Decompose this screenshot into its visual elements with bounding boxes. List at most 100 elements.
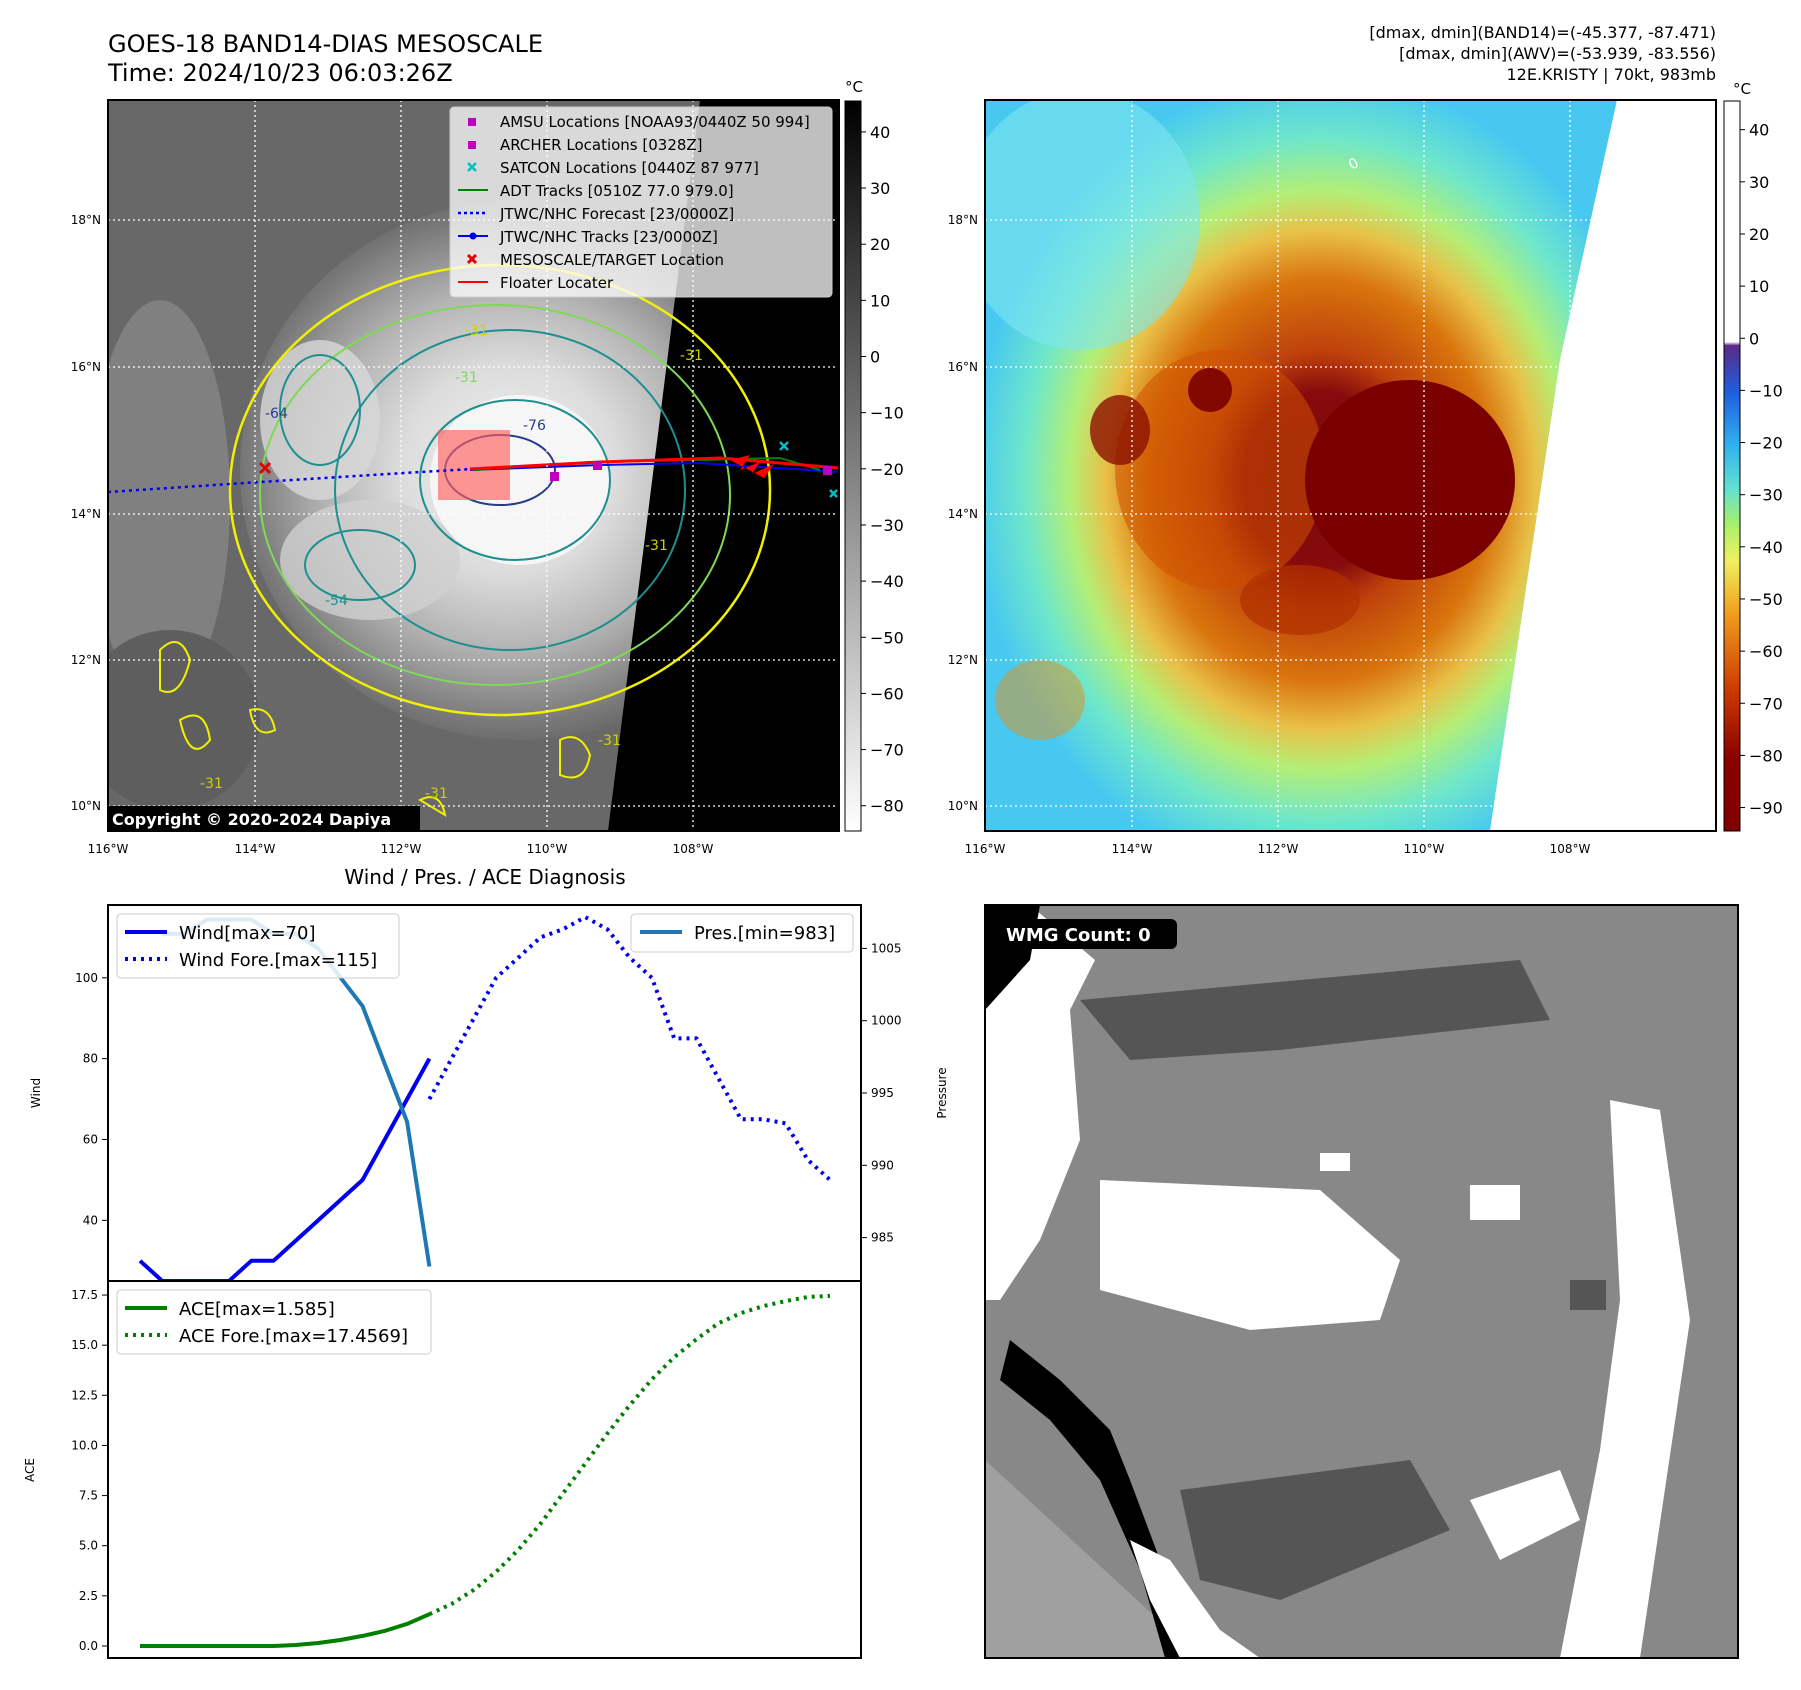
colorbar-tick-label: 40 (1749, 121, 1769, 140)
archer-marker-icon (468, 141, 476, 149)
contour-label: -31 (598, 733, 621, 749)
svg-text:16°N: 16°N (71, 360, 101, 374)
legend-ace: ACE[max=1.585] (179, 1299, 335, 1320)
y-tick-label: 100 (75, 971, 98, 985)
legend-tracks: JTWC/NHC Tracks [23/0000Z] (499, 228, 718, 246)
colorbar-tick-label: −50 (1749, 590, 1783, 609)
svg-text:16°N: 16°N (948, 360, 978, 374)
storm-info: 12E.KRISTY | 70kt, 983mb (1507, 65, 1717, 84)
contour-label: -31 (425, 786, 448, 802)
colorbar-tick-label: 30 (870, 179, 890, 198)
left-map-lat-labels: 18°N 16°N 14°N 12°N 10°N (71, 213, 101, 813)
colorbar-tick-label: −80 (870, 797, 904, 816)
amsu-marker-icon (468, 118, 476, 126)
y-tick-label: 17.5 (71, 1288, 98, 1302)
svg-text:14°N: 14°N (948, 507, 978, 521)
ace-ticks: 0.0 2.5 5.0 7.5 10.0 12.5 15.0 17.5 (71, 1288, 108, 1653)
left-map-lon-labels: 116°W 114°W 112°W 110°W 108°W (88, 842, 714, 856)
colorbar-tick-label: 40 (870, 123, 890, 142)
y-right-tick-label: 1005 (871, 941, 902, 955)
y-tick-label: 0.0 (79, 1639, 98, 1653)
colorbar-tick-label: −70 (1749, 694, 1783, 713)
colorbar-tick-label: −20 (870, 460, 904, 479)
contour-label: -31 (200, 776, 223, 792)
svg-text:12°N: 12°N (71, 653, 101, 667)
left-colorbar-unit: °C (845, 78, 863, 96)
colorbar-tick-label: −40 (870, 572, 904, 591)
y-tick-label: 5.0 (79, 1539, 98, 1553)
right-map-frame (984, 99, 1717, 832)
colorbar-tick-label: −30 (870, 516, 904, 535)
colorbar-tick-label: −10 (870, 404, 904, 423)
y-tick-label: 80 (83, 1052, 98, 1066)
y-tick-label: 2.5 (79, 1589, 98, 1603)
legend-wind: Wind[max=70] (179, 923, 316, 944)
tracks-line-icon (458, 232, 488, 240)
contour-label: -54 (325, 593, 348, 609)
legend-archer: ARCHER Locations [0328Z] (500, 136, 703, 154)
svg-text:10°N: 10°N (71, 799, 101, 813)
right-map-lon-labels: 116°W 114°W 112°W 110°W 108°W (965, 842, 1591, 856)
left-map-frame (107, 99, 840, 832)
ace-legend: ACE[max=1.585] ACE Fore.[max=17.4569] (116, 1289, 432, 1355)
awv-range: [dmax, dmin](AWV)=(-53.939, -83.556) (1399, 44, 1716, 63)
colorbar-tick-label: −20 (1749, 434, 1783, 453)
svg-text:116°W: 116°W (88, 842, 129, 856)
contour-label: -31 (680, 348, 703, 364)
legend-floater: Floater Locater (500, 274, 614, 292)
svg-text:112°W: 112°W (381, 842, 422, 856)
colorbar-tick-label: 0 (1749, 329, 1759, 348)
y-right-tick-label: 995 (871, 1086, 894, 1100)
svg-text:114°W: 114°W (235, 842, 276, 856)
y-tick-label: 12.5 (71, 1388, 98, 1402)
wmg-panel (985, 905, 1738, 1658)
colorbar-tick-label: 20 (870, 235, 890, 254)
wind-axis-label: Wind (29, 1078, 43, 1108)
svg-text:110°W: 110°W (527, 842, 568, 856)
right-colorbar: °C 40 30 20 10 0 −10 −20 −30 −40 −50 −60 −70 −80 −90 (1723, 80, 1783, 832)
right-map: 0 (985, 100, 1716, 831)
figure-time: Time: 2024/10/23 06:03:26Z (107, 59, 453, 87)
legend-forecast: JTWC/NHC Forecast [23/0000Z] (499, 205, 734, 223)
target-marker-icon (466, 253, 478, 265)
svg-text:116°W: 116°W (965, 842, 1006, 856)
svg-text:112°W: 112°W (1258, 842, 1299, 856)
y-tick-label: 40 (83, 1213, 98, 1227)
legend-wind-fore: Wind Fore.[max=115] (179, 950, 377, 971)
band14-range: [dmax, dmin](BAND14)=(-45.377, -87.471) (1369, 23, 1716, 42)
wmg-count-badge (997, 919, 1177, 949)
svg-text:12°N: 12°N (948, 653, 978, 667)
y-tick-label: 15.0 (71, 1338, 98, 1352)
y-right-tick-label: 985 (871, 1231, 894, 1245)
colorbar-tick-label: −70 (870, 741, 904, 760)
left-colorbar: °C 40 30 20 10 0 −10 −20 −30 −40 −50 −60 −70 −80 (844, 78, 904, 832)
y-tick-label: 60 (83, 1132, 98, 1146)
contour-label: -31 (455, 370, 478, 386)
y-right-tick-label: 1000 (871, 1014, 902, 1028)
colorbar-tick-label: −10 (1749, 381, 1783, 400)
colorbar-tick-label: −50 (870, 628, 904, 647)
colorbar-tick-label: −90 (1749, 799, 1783, 818)
legend-ace-fore: ACE Fore.[max=17.4569] (179, 1326, 408, 1347)
svg-text:114°W: 114°W (1112, 842, 1153, 856)
svg-text:108°W: 108°W (1550, 842, 1591, 856)
satcon-marker-icon (467, 162, 477, 172)
colorbar-tick-label: 30 (1749, 173, 1769, 192)
series-line-1 (427, 915, 832, 1182)
wmg-panel-frame (984, 904, 1739, 1659)
colorbar-tick-label: 0 (870, 348, 880, 367)
copyright-text: Copyright © 2020-2024 Dapiya (112, 810, 391, 829)
svg-text:108°W: 108°W (673, 842, 714, 856)
pressure-legend: Pres.[min=983] (630, 913, 854, 953)
contour-label: -76 (523, 418, 546, 434)
colorbar-tick-label: −80 (1749, 746, 1783, 765)
wind-ticks: 40 60 80 100 985 990 995 1000 1005 (75, 941, 901, 1244)
colorbar-tick-label: 20 (1749, 225, 1769, 244)
diagnosis-title: Wind / Pres. / ACE Diagnosis (344, 865, 625, 889)
colorbar-tick-label: 10 (870, 291, 890, 310)
colorbar-tick-label: −30 (1749, 486, 1783, 505)
y-right-tick-label: 990 (871, 1158, 894, 1172)
copyright-box (108, 806, 420, 831)
pressure-axis-label: Pressure (935, 1067, 949, 1118)
right-map-lat-labels: 18°N 16°N 14°N 12°N 10°N (948, 213, 978, 813)
